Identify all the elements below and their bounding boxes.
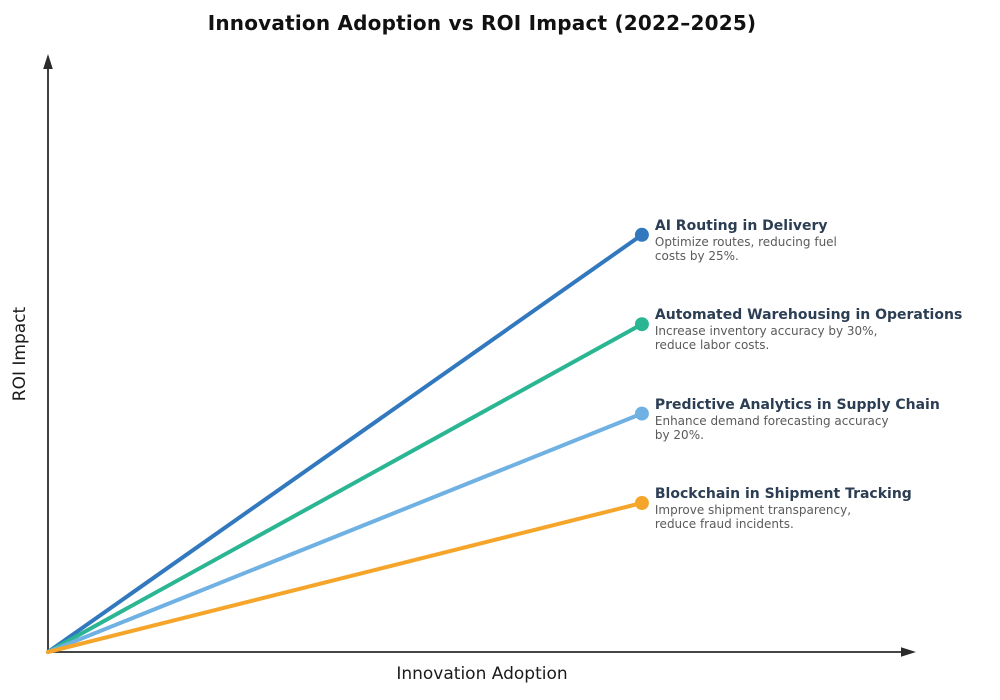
series-line-automated-warehousing-in-operations: [46, 322, 644, 654]
series-dot-predictive-analytics-in-supply-chain: [634, 406, 649, 421]
chart-title: Innovation Adoption vs ROI Impact (2022–…: [207, 11, 757, 35]
annotation-description-line: costs by 25%.: [654, 248, 739, 263]
annotation-blockchain-in-shipment-tracking: Blockchain in Shipment Tracking Improve s…: [655, 486, 912, 531]
annotation-description-line: Enhance demand forecasting accuracy: [654, 413, 889, 428]
series-dot-blockchain-in-shipment-tracking: [634, 496, 649, 510]
annotation-description-line: by 20%.: [654, 427, 704, 442]
series-dot-ai-routing-in-delivery: [634, 227, 649, 242]
annotation-description-line: Optimize routes, reducing fuel: [654, 234, 837, 249]
series-dot-automated-warehousing-in-operations: [634, 317, 649, 332]
series-line-blockchain-in-shipment-tracking: [46, 501, 644, 654]
annotation-title: Automated Warehousing in Operations: [654, 307, 963, 324]
x-axis-arrow-icon: [901, 647, 916, 657]
x-axis-label: Innovation Adoption: [396, 664, 568, 684]
y-axis-label: ROI Impact: [10, 306, 30, 402]
series-line-ai-routing-in-delivery: [46, 232, 644, 654]
series-line-predictive-analytics-in-supply-chain: [46, 411, 644, 654]
annotation-ai-routing-in-delivery: AI Routing in Delivery Optimize routes, r…: [655, 218, 837, 263]
annotation-title: AI Routing in Delivery: [654, 217, 828, 234]
annotation-description-line: Increase inventory accuracy by 30%,: [654, 324, 878, 339]
annotation-title: Predictive Analytics in Supply Chain: [654, 396, 940, 413]
annotation-description-line: Improve shipment transparency,: [654, 503, 852, 517]
annotation-title: Blockchain in Shipment Tracking: [654, 486, 912, 502]
y-axis-arrow-icon: [43, 54, 53, 69]
annotation-description-line: reduce labor costs.: [654, 338, 770, 353]
annotation-description-line: reduce fraud incidents.: [654, 517, 794, 531]
annotation-automated-warehousing-in-operations: Automated Warehousing in Operations Incre…: [655, 307, 962, 352]
annotation-predictive-analytics-in-supply-chain: Predictive Analytics in Supply Chain Enha…: [655, 397, 940, 442]
